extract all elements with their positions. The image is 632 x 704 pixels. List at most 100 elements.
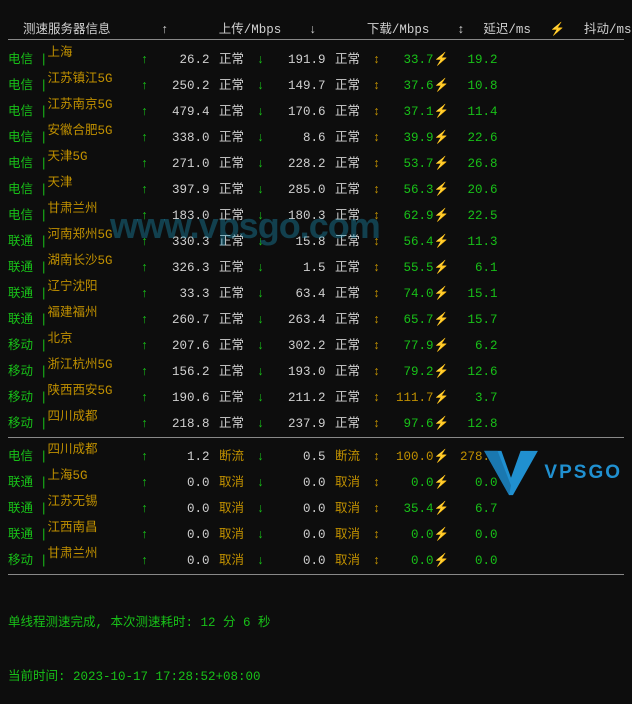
isp: 联通 (8, 285, 40, 304)
footer: 单线程测速完成, 本次测速耗时: 12 分 6 秒 当前时间: 2023-10-… (8, 578, 624, 704)
download-status: 正常 (326, 311, 370, 330)
upload-value: 26.2 (152, 51, 210, 70)
bolt-icon: ↕ (370, 103, 384, 122)
down-arrow-icon: ↓ (254, 415, 268, 434)
logo-text: VPSGO (544, 462, 622, 484)
download-status: 正常 (326, 259, 370, 278)
download-status: 正常 (326, 51, 370, 70)
bolt-icon: ↕ (370, 311, 384, 330)
isp: 移动 (8, 337, 40, 356)
table-row: 电信|江苏镇江5G↑250.2正常↓149.7正常↕37.6⚡10.8 (8, 70, 624, 96)
up-arrow-icon: ↑ (138, 311, 152, 330)
upload-value: 1.2 (152, 448, 210, 467)
divider: | (40, 554, 48, 568)
download-value: 191.9 (268, 51, 326, 70)
jitter-value: 11.3 (448, 233, 498, 252)
download-status: 正常 (326, 207, 370, 226)
isp: 联通 (8, 526, 40, 545)
bolt-icon: ↕ (370, 285, 384, 304)
isp: 电信 (8, 103, 40, 122)
divider: | (40, 450, 48, 464)
upload-value: 190.6 (152, 389, 210, 408)
table-row: 电信|甘肃兰州↑183.0正常↓180.3正常↕62.9⚡22.5 (8, 200, 624, 226)
server-name: 甘肃兰州 (48, 545, 138, 564)
bolt-icon: ⚡ (434, 337, 448, 356)
up-arrow-icon: ↑ (138, 526, 152, 545)
bolt-icon: ↕ (370, 415, 384, 434)
bolt-icon: ⚡ (434, 207, 448, 226)
divider: | (40, 183, 48, 197)
down-arrow-icon: ↓ (254, 448, 268, 467)
download-value: 170.6 (268, 103, 326, 122)
isp: 电信 (8, 207, 40, 226)
bolt-icon: ↕ (370, 363, 384, 382)
download-value: 228.2 (268, 155, 326, 174)
up-arrow-icon: ↑ (138, 233, 152, 252)
server-name: 天津5G (48, 148, 138, 167)
table-row: 电信|天津↑397.9正常↓285.0正常↕56.3⚡20.6 (8, 174, 624, 200)
latency-value: 33.7 (384, 51, 434, 70)
up-arrow-icon: ↑ (138, 285, 152, 304)
bolt-icon: ⚡ (550, 23, 566, 37)
up-arrow-icon: ↑ (138, 207, 152, 226)
logo-v-icon (482, 449, 540, 497)
server-name: 浙江杭州5G (48, 356, 138, 375)
bolt-icon: ⚡ (434, 474, 448, 493)
isp: 电信 (8, 155, 40, 174)
table-row: 联通|江西南昌↑0.0取消↓0.0取消↕0.0⚡0.0 (8, 519, 624, 545)
upload-value: 260.7 (152, 311, 210, 330)
header-upload: 上传/Mbps (191, 18, 309, 37)
latency-value: 55.5 (384, 259, 434, 278)
header-download: 下载/Mbps (339, 18, 457, 37)
down-arrow-icon: ↓ (254, 155, 268, 174)
isp: 联通 (8, 259, 40, 278)
upload-value: 33.3 (152, 285, 210, 304)
upload-status: 正常 (210, 155, 254, 174)
jitter-value: 26.8 (448, 155, 498, 174)
upload-status: 正常 (210, 363, 254, 382)
divider: | (40, 235, 48, 249)
isp: 移动 (8, 415, 40, 434)
upload-value: 0.0 (152, 526, 210, 545)
download-status: 正常 (326, 337, 370, 356)
download-value: 8.6 (268, 129, 326, 148)
bolt-icon: ⚡ (434, 181, 448, 200)
bolt-icon: ↕ (370, 155, 384, 174)
upload-value: 250.2 (152, 77, 210, 96)
download-value: 1.5 (268, 259, 326, 278)
divider: | (40, 528, 48, 542)
upload-value: 156.2 (152, 363, 210, 382)
download-value: 15.8 (268, 233, 326, 252)
up-arrow-icon: ↑ (138, 259, 152, 278)
jitter-value: 15.1 (448, 285, 498, 304)
bolt-icon: ↕ (370, 51, 384, 70)
server-name: 北京 (48, 330, 138, 349)
download-value: 63.4 (268, 285, 326, 304)
upload-status: 正常 (210, 311, 254, 330)
up-arrow-icon: ↑ (138, 552, 152, 571)
bolt-icon: ⚡ (434, 259, 448, 278)
server-name: 湖南长沙5G (48, 252, 138, 271)
jitter-value: 10.8 (448, 77, 498, 96)
down-arrow-icon: ↓ (254, 51, 268, 70)
table-row: 联通|辽宁沈阳↑33.3正常↓63.4正常↕74.0⚡15.1 (8, 278, 624, 304)
isp: 联通 (8, 311, 40, 330)
bolt-icon: ⚡ (434, 415, 448, 434)
download-status: 正常 (326, 155, 370, 174)
server-name: 江苏南京5G (48, 96, 138, 115)
download-status: 取消 (326, 552, 370, 571)
jitter-value: 19.2 (448, 51, 498, 70)
latency-value: 56.3 (384, 181, 434, 200)
download-value: 149.7 (268, 77, 326, 96)
latency-value: 0.0 (384, 552, 434, 571)
latency-value: 100.0 (384, 448, 434, 467)
down-arrow-icon: ↓ (254, 129, 268, 148)
download-status: 正常 (326, 285, 370, 304)
bolt-icon: ↕ (370, 552, 384, 571)
isp: 电信 (8, 51, 40, 70)
divider: | (40, 287, 48, 301)
divider: | (40, 131, 48, 145)
bolt-icon: ⚡ (434, 311, 448, 330)
up-arrow-icon: ↑ (138, 415, 152, 434)
server-name: 四川成都 (48, 441, 138, 460)
